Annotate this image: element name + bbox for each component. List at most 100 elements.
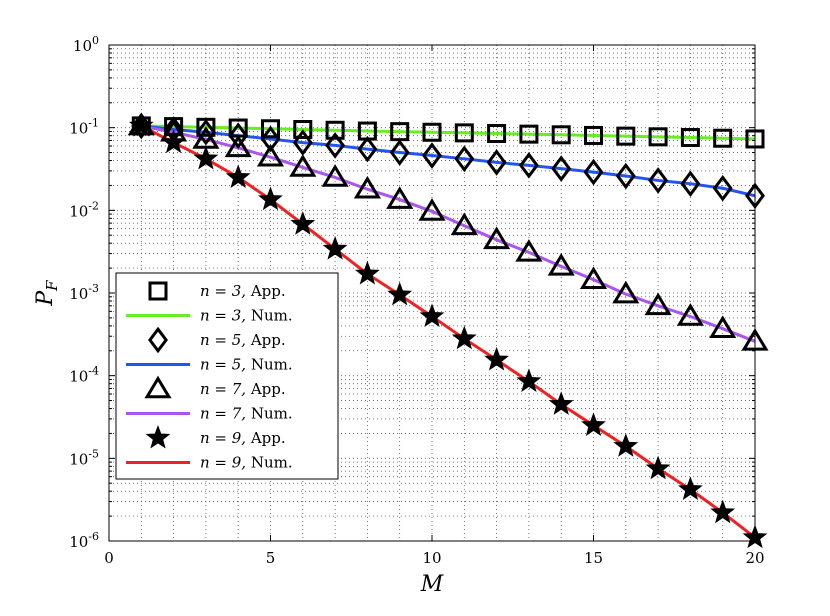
data-point (551, 155, 572, 182)
x-tick-label: 5 (266, 549, 276, 567)
data-point (193, 145, 219, 170)
legend-label-text: Num. (246, 307, 293, 325)
y-axis-label-main: P (33, 290, 58, 307)
y-tick-exponent: -6 (88, 530, 99, 543)
y-tick-exponent: -3 (88, 282, 99, 295)
data-point (419, 303, 445, 328)
data-point (709, 315, 737, 338)
data-point (584, 125, 603, 145)
data-point (422, 122, 442, 142)
data-point (547, 253, 575, 276)
data-point (551, 125, 571, 145)
data-point (612, 280, 640, 304)
data-point (357, 135, 378, 163)
y-tick-base: 10 (69, 533, 88, 551)
y-tick-label: 10-3 (69, 282, 99, 303)
legend-entry: n = 5, Num. (126, 356, 293, 374)
ticks (108, 45, 756, 542)
data-point (387, 281, 413, 306)
data-point (418, 198, 446, 221)
data-point (454, 123, 474, 143)
data-point (581, 412, 606, 436)
data-point (615, 162, 636, 190)
legend-label-math: n = 3, (200, 282, 246, 300)
data-point (579, 266, 608, 289)
data-point (195, 118, 216, 146)
legend-label-text: Num. (246, 356, 293, 374)
x-tick-label: 15 (584, 549, 603, 567)
legend-label-text: App. (246, 282, 286, 300)
y-tick-label: 10-4 (69, 365, 99, 386)
data-point (260, 125, 281, 153)
legend-label-text: Num. (246, 454, 293, 472)
data-point (645, 455, 671, 480)
data-point (644, 292, 672, 316)
legend-entry: n = 9, App. (145, 424, 286, 449)
legend-label-text: App. (246, 380, 286, 398)
y-tick-label: 10-6 (69, 530, 99, 551)
y-tick-label: 10-1 (69, 117, 99, 138)
legend-label-math: n = 7, (200, 380, 246, 398)
legend-entry: n = 7, Num. (126, 405, 293, 423)
data-point (258, 186, 283, 211)
data-point (487, 124, 507, 144)
data-point (484, 346, 509, 371)
data-point (292, 129, 313, 156)
data-point (224, 134, 252, 158)
legend-marker (145, 424, 171, 449)
legend-label-text: Num. (246, 405, 293, 423)
legend-entry: n = 3, Num. (126, 307, 293, 325)
x-axis-label: M (420, 572, 444, 597)
data-point (289, 154, 317, 177)
data-point (322, 236, 348, 260)
data-point (225, 164, 251, 188)
x-tick-label: 10 (422, 549, 441, 567)
y-tick-base: 10 (73, 37, 92, 55)
data-point (548, 391, 574, 415)
legend-label-math: n = 3, (200, 307, 246, 325)
data-point (256, 143, 285, 167)
legend-label: n = 9, App. (200, 429, 286, 447)
data-point (450, 212, 478, 236)
data-point (648, 167, 669, 194)
data-point (518, 152, 539, 179)
data-point (325, 120, 345, 140)
legend-label: n = 3, App. (200, 282, 286, 300)
series-line (141, 124, 756, 141)
y-tick-base: 10 (69, 120, 88, 138)
data-point (648, 127, 668, 147)
legend-label-math: n = 5, (200, 356, 246, 374)
data-point (161, 129, 186, 154)
legend-label-math: n = 5, (200, 331, 246, 349)
legend-entry: n = 3, App. (148, 281, 286, 301)
y-tick-label: 10-5 (69, 447, 99, 468)
legend-box (115, 272, 339, 480)
data-point (451, 325, 477, 350)
legend-label: n = 3, Num. (200, 307, 293, 325)
data-point (128, 112, 154, 137)
y-tick-exponent: -5 (88, 447, 99, 460)
data-point (422, 142, 442, 169)
legend-label-math: n = 7, (200, 405, 246, 423)
series-markers-star (128, 112, 768, 549)
legend-marker (148, 281, 168, 301)
data-point (516, 368, 542, 393)
y-tick-base: 10 (69, 368, 88, 386)
legend-label: n = 9, Num. (200, 454, 293, 472)
data-point (712, 174, 733, 202)
data-point (680, 128, 700, 148)
data-point (519, 124, 539, 144)
data-point (386, 186, 414, 209)
data-point (228, 122, 249, 149)
data-point (483, 226, 511, 250)
y-axis-label-subscript: F (43, 280, 61, 292)
data-point (389, 139, 410, 166)
legend-marker (148, 326, 168, 354)
legend: n = 3, App.n = 3, Num.n = 5, App.n = 5, … (115, 272, 339, 480)
legend-entry: n = 5, App. (148, 326, 286, 354)
data-point (613, 433, 639, 457)
data-point (678, 476, 703, 501)
legend-entry: n = 7, App. (144, 375, 286, 399)
y-tick-exponent: -1 (88, 117, 99, 130)
